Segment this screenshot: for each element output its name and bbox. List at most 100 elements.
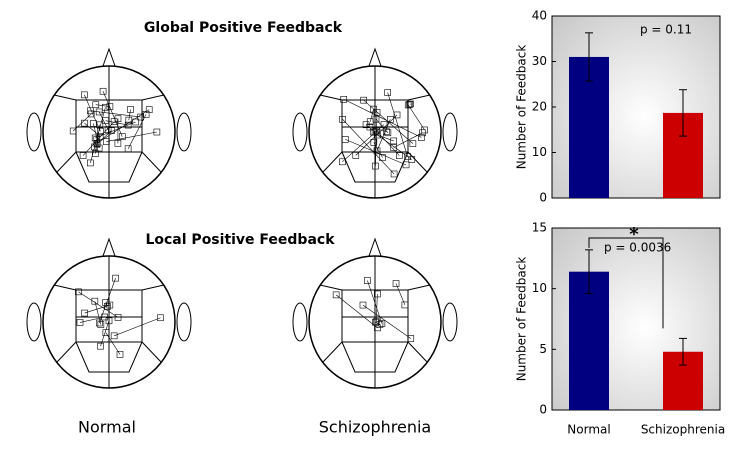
connection — [93, 123, 100, 149]
connection — [373, 131, 412, 160]
y-tick-label: 0 — [539, 191, 547, 205]
connection — [90, 107, 106, 163]
nose — [368, 237, 382, 257]
electrode — [102, 117, 109, 124]
electrode — [127, 106, 134, 113]
region-line — [141, 151, 162, 173]
electrode — [332, 291, 340, 299]
ear — [442, 302, 458, 342]
electrode — [401, 301, 409, 309]
electrode — [75, 288, 82, 296]
electrode — [110, 332, 118, 340]
electrode — [97, 321, 105, 328]
connection — [373, 142, 383, 158]
electrode — [91, 297, 99, 305]
ear — [176, 302, 192, 342]
electrode — [421, 126, 428, 134]
connection — [96, 109, 150, 144]
electrode — [370, 105, 377, 113]
group-label: Normal — [78, 418, 136, 437]
electrode — [124, 145, 132, 153]
ear — [292, 302, 308, 342]
electrode — [378, 320, 386, 327]
connection — [335, 294, 378, 329]
electrode — [370, 139, 378, 146]
connection — [95, 104, 110, 107]
electrode — [374, 324, 381, 332]
connection — [395, 283, 406, 306]
electrode — [116, 351, 124, 358]
electrode — [364, 277, 371, 284]
connection — [375, 321, 381, 325]
electrode — [105, 317, 113, 325]
y-tick-label: 20 — [532, 100, 547, 114]
ear — [26, 302, 42, 342]
head — [292, 47, 458, 199]
electrode — [418, 134, 425, 141]
y-tick-label: 0 — [539, 403, 547, 417]
ear — [442, 112, 458, 152]
ear — [26, 112, 42, 152]
region-line — [407, 341, 428, 363]
significance-bracket — [588, 237, 664, 329]
electrode — [69, 127, 77, 135]
electrode — [390, 137, 397, 145]
electrode — [402, 161, 410, 169]
panel-title: Local Positive Feedback — [145, 232, 335, 248]
region-line — [56, 151, 77, 173]
electrode — [87, 159, 94, 167]
connection — [369, 109, 374, 122]
electrode — [106, 103, 114, 110]
electrode — [81, 91, 88, 99]
electrode — [76, 319, 84, 326]
region-line — [322, 341, 343, 363]
y-tick-label: 15 — [532, 221, 547, 235]
connection — [407, 104, 425, 131]
nose — [102, 237, 116, 257]
x-tick-label: Normal — [567, 423, 610, 437]
group-label: Schizophrenia — [319, 418, 431, 437]
region-line — [75, 151, 143, 183]
connection — [128, 109, 131, 121]
region-line — [75, 341, 143, 373]
annotation: p = 0.11 — [640, 23, 692, 37]
connection — [342, 119, 395, 175]
connection — [362, 304, 411, 339]
connection — [127, 114, 147, 149]
electrode — [379, 154, 386, 161]
annotation: p = 0.0036 — [604, 241, 671, 255]
ear — [176, 112, 192, 152]
electrode — [392, 280, 400, 287]
electrode — [103, 138, 110, 145]
y-axis-label: Number of Feedback — [515, 257, 529, 382]
connection — [105, 120, 129, 126]
region-line — [53, 94, 77, 101]
connection — [98, 111, 109, 130]
connection — [365, 124, 376, 133]
electrode — [384, 89, 391, 96]
connection — [94, 301, 102, 325]
connection — [94, 139, 98, 148]
connection — [99, 278, 116, 324]
connection — [84, 122, 101, 137]
electrode — [145, 106, 153, 113]
electrode — [81, 309, 88, 317]
connection — [94, 124, 101, 154]
connection — [102, 91, 123, 137]
connection — [95, 121, 136, 139]
electrode — [372, 318, 379, 326]
region-line — [319, 284, 343, 291]
region-line — [341, 341, 409, 373]
electrode — [102, 103, 109, 111]
connection — [106, 131, 157, 142]
y-axis-label: Number of Feedback — [515, 45, 529, 170]
connection — [363, 99, 414, 144]
y-tick-label: 10 — [532, 145, 547, 159]
connection — [96, 130, 112, 145]
electrode — [366, 118, 374, 126]
connection — [387, 92, 408, 157]
panel-title: Global Positive Feedback — [144, 20, 343, 36]
electrode — [92, 101, 100, 109]
connection — [375, 112, 378, 167]
